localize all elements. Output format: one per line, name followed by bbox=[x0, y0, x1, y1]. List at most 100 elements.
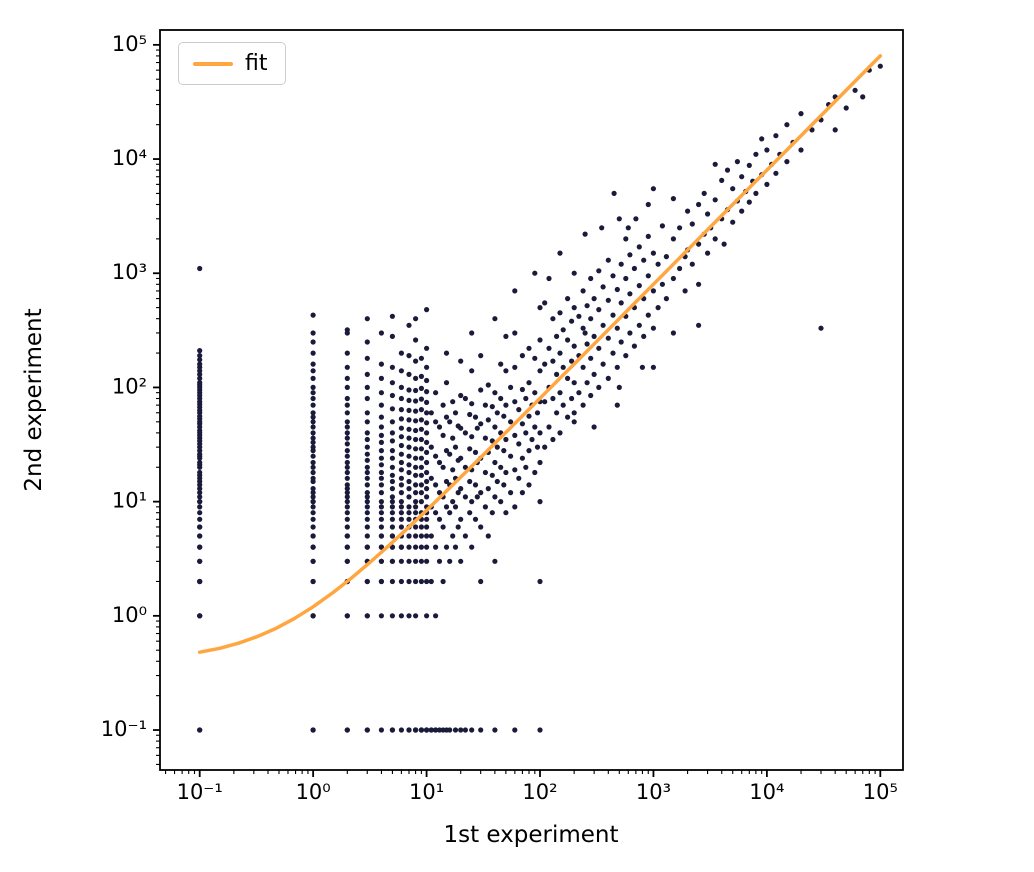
scatter-point bbox=[197, 348, 203, 354]
scatter-point bbox=[389, 524, 395, 530]
scatter-point bbox=[364, 475, 370, 481]
scatter-point bbox=[458, 425, 464, 431]
scatter-point bbox=[485, 417, 491, 423]
scatter-point bbox=[458, 516, 464, 522]
scatter-point bbox=[519, 490, 526, 496]
scatter-point bbox=[364, 499, 370, 505]
scatter-point bbox=[440, 524, 446, 530]
y-tick-label: 10⁰ bbox=[112, 603, 147, 627]
scatter-point bbox=[512, 504, 518, 510]
scatter-point bbox=[197, 265, 203, 272]
scatter-point bbox=[413, 490, 419, 496]
scatter-point bbox=[764, 181, 770, 187]
scatter-point bbox=[398, 482, 404, 488]
scatter-point bbox=[389, 392, 395, 399]
scatter-point bbox=[705, 250, 711, 256]
scatter-point bbox=[596, 345, 602, 351]
scatter-point bbox=[478, 524, 484, 530]
scatter-point bbox=[418, 544, 424, 550]
scatter-point bbox=[623, 236, 629, 242]
scatter-point bbox=[418, 385, 424, 391]
scatter-point bbox=[447, 451, 453, 457]
scatter-point bbox=[406, 578, 412, 585]
scatter-point bbox=[450, 499, 456, 505]
scatter-point bbox=[344, 448, 350, 454]
scatter-point bbox=[424, 420, 430, 426]
scatter-point bbox=[424, 389, 430, 395]
scatter-point bbox=[450, 467, 456, 473]
scatter-point bbox=[418, 558, 424, 564]
scatter-point bbox=[364, 494, 370, 500]
scatter-point bbox=[344, 464, 350, 470]
scatter-point bbox=[485, 382, 491, 388]
scatter-point bbox=[389, 727, 395, 733]
scatter-point bbox=[364, 504, 370, 510]
scatter-point bbox=[550, 395, 556, 402]
scatter-point bbox=[310, 490, 316, 496]
scatter-point bbox=[469, 330, 475, 336]
scatter-point bbox=[197, 469, 203, 476]
scatter-point bbox=[843, 105, 849, 111]
scatter-point bbox=[498, 361, 504, 367]
scatter-point bbox=[532, 469, 538, 476]
y-tick-label: 10¹ bbox=[112, 489, 147, 513]
scatter-point bbox=[534, 444, 541, 450]
scatter-point bbox=[482, 504, 488, 510]
scatter-point bbox=[571, 343, 577, 349]
scatter-point bbox=[364, 533, 370, 539]
scatter-point bbox=[418, 499, 424, 505]
scatter-point bbox=[197, 499, 203, 505]
scatter-point bbox=[418, 373, 424, 379]
scatter-point bbox=[469, 368, 475, 374]
scatter-point bbox=[712, 161, 718, 167]
scatter-point bbox=[197, 516, 203, 522]
scatter-point bbox=[645, 273, 651, 279]
scatter-point bbox=[452, 410, 459, 416]
scatter-point bbox=[364, 355, 370, 361]
scatter-point bbox=[447, 558, 453, 564]
scatter-point bbox=[344, 486, 350, 492]
scatter-point bbox=[605, 375, 611, 381]
scatter-point bbox=[413, 558, 419, 564]
scatter-point bbox=[406, 558, 412, 564]
scatter-point bbox=[433, 482, 439, 488]
scatter-point bbox=[364, 451, 370, 457]
scatter-point bbox=[537, 727, 543, 733]
scatter-point bbox=[512, 288, 518, 294]
scatter-point bbox=[650, 250, 657, 256]
scatter-point bbox=[618, 339, 624, 345]
scatter-point bbox=[424, 494, 430, 500]
scatter-point bbox=[670, 236, 677, 242]
scatter-point bbox=[413, 499, 419, 505]
scatter-point bbox=[378, 524, 384, 530]
scatter-point bbox=[503, 368, 509, 374]
scatter-point bbox=[197, 459, 203, 466]
scatter-point bbox=[310, 444, 316, 450]
scatter-point bbox=[569, 358, 575, 364]
scatter-point bbox=[447, 510, 453, 516]
scatter-point bbox=[730, 186, 736, 192]
scatter-point bbox=[625, 225, 631, 231]
scatter-point bbox=[537, 430, 543, 436]
x-tick-label: 10¹ bbox=[409, 780, 444, 804]
scatter-point bbox=[378, 330, 384, 336]
scatter-point bbox=[582, 330, 588, 336]
scatter-point bbox=[398, 475, 404, 481]
scatter-point bbox=[378, 490, 384, 496]
scatter-point bbox=[443, 350, 450, 356]
scatter-point bbox=[310, 361, 316, 367]
scatter-point bbox=[600, 284, 606, 290]
scatter-point bbox=[424, 578, 430, 585]
scatter-point bbox=[197, 490, 203, 496]
scatter-point bbox=[389, 494, 395, 500]
scatter-point bbox=[546, 345, 552, 351]
scatter-point bbox=[557, 250, 563, 256]
scatter-point bbox=[344, 727, 350, 733]
scatter-point bbox=[378, 462, 384, 468]
scatter-point bbox=[526, 380, 532, 386]
scatter-point bbox=[519, 455, 526, 461]
scatter-point bbox=[560, 327, 566, 333]
scatter-point bbox=[584, 341, 590, 347]
scatter-point bbox=[406, 727, 412, 733]
